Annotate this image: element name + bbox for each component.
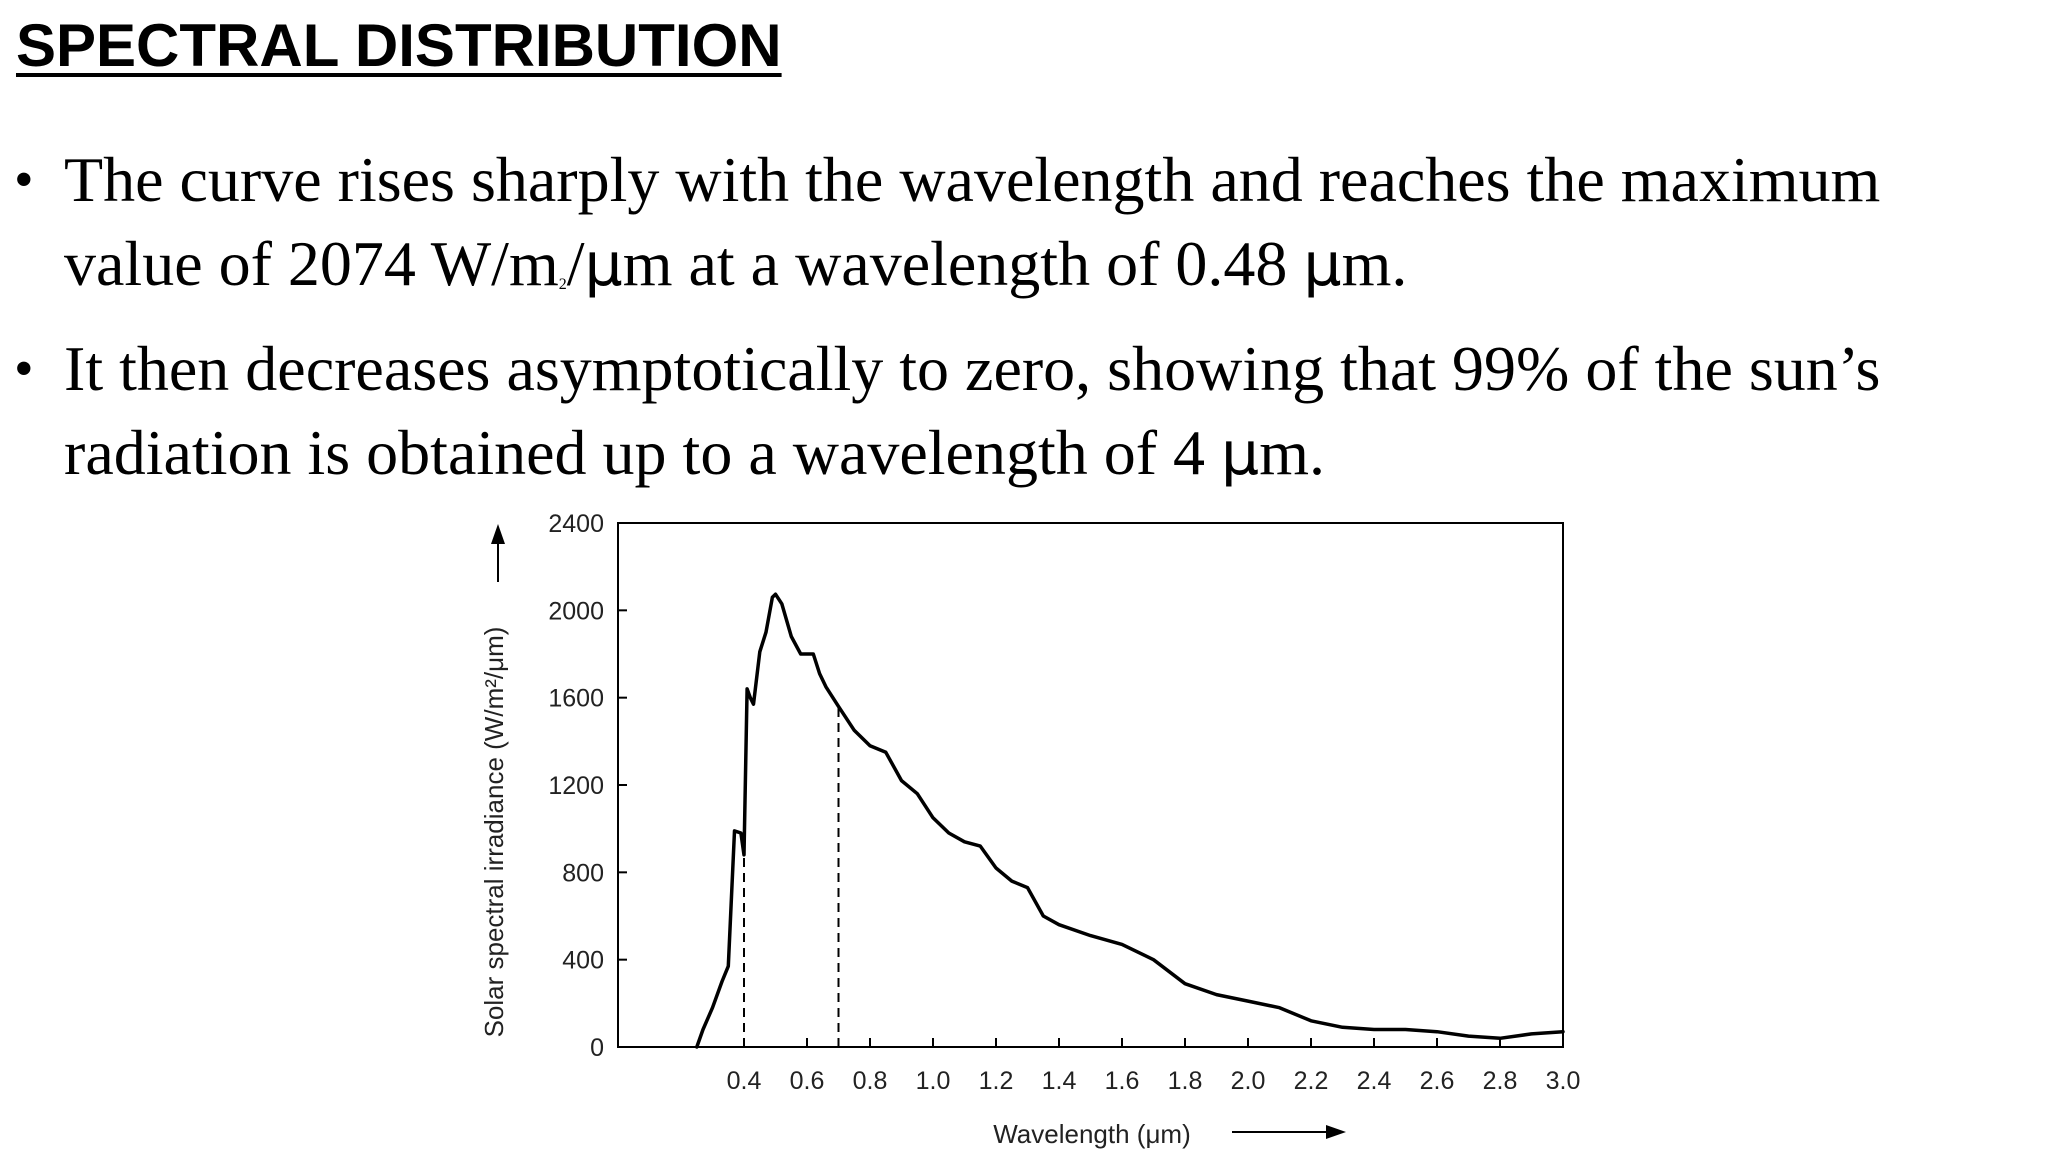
bullet-1-text-a: value of 2074 W/m [64,228,559,299]
y-tick-label: 1200 [548,772,604,800]
bullet-1-text-c: m. [1341,228,1408,299]
bullet-1-mu-a: μ [584,230,623,300]
bullet-1-line-2: value of 2074 W/m2/μm at a wavelength of… [64,222,2039,327]
y-tick-label: 1600 [548,685,604,713]
x-tick-label: 1.4 [1042,1067,1077,1095]
bullet-item-1: • The curve rises sharply with the wavel… [14,138,2039,327]
bullet-dot-icon: • [14,149,34,211]
bullet-1-line-1: The curve rises sharply with the wavelen… [64,144,1881,215]
bullet-1-mu-b: μ [1303,230,1342,300]
bullet-1-subscript: 2 [558,276,567,293]
bullet-item-2: • It then decreases asymptotically to ze… [14,327,2039,496]
x-tick-label: 0.6 [790,1067,825,1095]
bullet-2-text-b: m. [1259,417,1325,488]
x-tick-label: 2.6 [1420,1067,1455,1095]
y-tick-label: 400 [562,947,604,975]
y-tick-label: 2400 [548,510,604,538]
x-tick-label: 1.2 [979,1067,1014,1095]
x-tick-label: 1.0 [916,1067,951,1095]
y-tick-label: 2000 [548,597,604,625]
bullet-list: • The curve rises sharply with the wavel… [14,138,2039,496]
chart-reference-lines [743,706,840,1047]
bullet-1-slash: / [566,228,585,299]
x-axis-label: Wavelength (μm) [993,1119,1191,1149]
chart-axes [617,522,1564,1048]
chart-labels: 0 400 800 1200 1600 2000 2400 0.4 0.6 0.8 1.0 1.2 1.… [479,510,1580,1149]
bullet-2-line-2: radiation is obtained up to a wavelength… [64,411,2039,496]
x-tick-label: 2.0 [1231,1067,1266,1095]
y-axis-arrow-icon [491,524,505,544]
x-tick-label: 2.2 [1294,1067,1329,1095]
bullet-2-mu: μ [1221,419,1260,489]
bullet-dot-icon: • [14,338,34,400]
bullet-1-text-b: m at a wavelength of 0.48 [622,228,1304,299]
x-tick-label: 1.8 [1168,1067,1203,1095]
x-tick-label: 1.6 [1105,1067,1140,1095]
x-tick-label: 3.0 [1546,1067,1581,1095]
plot-frame [617,522,1564,1048]
bullet-2-text-a: radiation is obtained up to a wavelength… [64,417,1222,488]
x-axis-arrow-icon [1326,1125,1346,1139]
irradiance-curve [695,592,1565,1049]
x-tick-label: 2.4 [1357,1067,1392,1095]
y-axis-label: Solar spectral irradiance (W/m²/μm) [479,627,509,1038]
slide-title: SPECTRAL DISTRIBUTION [16,12,782,79]
bullet-2-line-1: It then decreases asymptotically to zero… [64,333,1881,404]
chart-series [695,592,1565,1049]
x-tick-label: 0.8 [853,1067,888,1095]
y-tick-label: 0 [590,1034,604,1062]
x-tick-label: 0.4 [727,1067,762,1095]
y-tick-label: 800 [562,859,604,887]
x-tick-label: 2.8 [1483,1067,1518,1095]
